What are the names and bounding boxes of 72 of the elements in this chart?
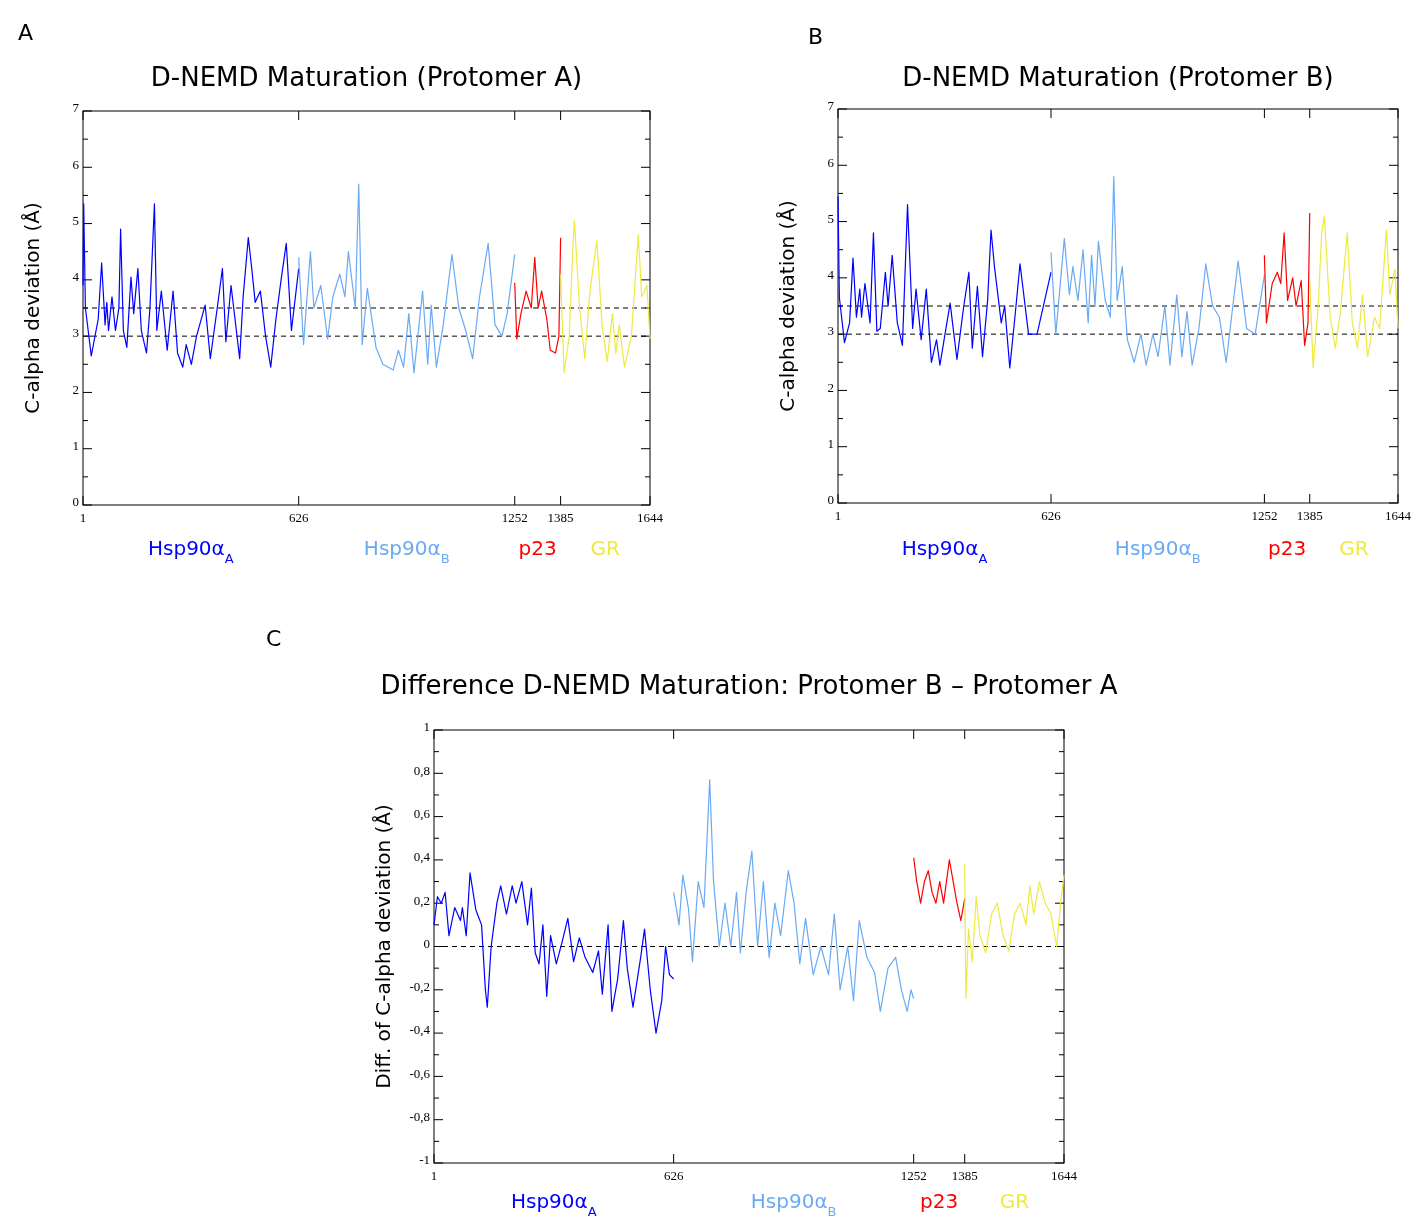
y-tick-label: 1 [827, 436, 834, 452]
text: Hsp90α$_{A}$ [510, 1189, 597, 1219]
chart-title: D-NEMD Maturation (Protomer A) [150, 62, 583, 92]
y-tick-label: 7 [827, 98, 835, 114]
text: A [18, 20, 34, 45]
text: p23 [920, 1189, 959, 1213]
text: B [808, 24, 824, 49]
chart-title: Difference D-NEMD Maturation: Protomer B – Protomer A [380, 670, 1118, 700]
x-tick-label: 1644 [1385, 508, 1412, 523]
text: Hsp90α$_{B}$ [363, 536, 450, 566]
text: GR [1339, 536, 1369, 560]
y-tick-label: 0,6 [413, 805, 431, 821]
x-tick-label: 626 [1041, 508, 1062, 523]
x-tick-label: 1385 [547, 510, 574, 525]
y-tick-label: -1 [419, 1152, 430, 1168]
x-tick-label: 1385 [1296, 508, 1323, 523]
text: Hsp90α$_{B}$ [1114, 536, 1201, 566]
x-tick-label: 626 [288, 510, 309, 525]
y-tick-label: 0 [72, 494, 79, 510]
line-series [837, 195, 1052, 369]
text: Hsp90α$_{A}$ [901, 536, 988, 566]
text: p23 [518, 536, 557, 560]
line-series [1050, 175, 1265, 366]
y-tick-label: 4 [827, 267, 835, 283]
chart-title: D-NEMD Maturation (Protomer B) [902, 62, 1334, 92]
y-tick-label: 6 [72, 156, 80, 172]
line-series [433, 872, 675, 1034]
y-tick-label: -0,2 [409, 979, 430, 995]
y-tick-label: 0 [423, 935, 430, 951]
y-tick-label: -0,6 [409, 1065, 431, 1081]
line-series [964, 863, 1065, 1000]
x-tick-label: 1252 [900, 1168, 927, 1183]
y-tick-label: 4 [72, 269, 80, 285]
text: Hsp90α$_{A}$ [147, 536, 234, 566]
y-tick-label: -0,4 [409, 1022, 431, 1038]
text: p23 [1267, 536, 1307, 560]
y-tick-label: 5 [827, 210, 834, 226]
line-series [1263, 212, 1311, 346]
y-axis-title: Diff. of C-alpha deviation (Å) [371, 804, 395, 1089]
y-tick-label: -0,8 [409, 1109, 430, 1124]
line-series [913, 857, 966, 922]
y-tick-label: 0,8 [413, 762, 430, 778]
line-series [560, 220, 651, 374]
y-tick-label: 6 [827, 154, 835, 170]
y-tick-label: 3 [72, 325, 79, 341]
x-tick-label: 1252 [501, 510, 528, 525]
text: GR [999, 1189, 1030, 1213]
y-tick-label: 7 [72, 100, 80, 116]
y-tick-label: 3 [827, 323, 834, 339]
y-tick-label: 0,2 [413, 892, 430, 908]
line-series [514, 237, 562, 354]
y-tick-label: 0,4 [413, 849, 431, 865]
y-tick-label: 2 [72, 381, 79, 397]
y-axis-title: C-alpha deviation (Å) [775, 200, 799, 412]
x-tick-label: 1385 [951, 1168, 978, 1183]
text: Hsp90α$_{B}$ [750, 1189, 837, 1219]
x-tick-label: 626 [663, 1168, 684, 1183]
x-tick-label: 1644 [637, 510, 664, 525]
line-series [1309, 215, 1399, 369]
line-series [82, 203, 300, 368]
y-tick-label: 1 [423, 719, 430, 735]
y-tick-label: 0 [827, 492, 834, 508]
y-tick-label: 1 [72, 438, 79, 454]
text: C [266, 626, 282, 651]
text: GR [590, 536, 621, 560]
line-series [298, 183, 516, 374]
y-tick-label: 2 [827, 379, 834, 395]
line-series [673, 779, 915, 1013]
x-tick-label: 1252 [1251, 508, 1278, 523]
y-axis-title: C-alpha deviation (Å) [20, 202, 44, 414]
x-tick-label: 1644 [1051, 1168, 1078, 1183]
y-tick-label: 5 [72, 212, 79, 228]
